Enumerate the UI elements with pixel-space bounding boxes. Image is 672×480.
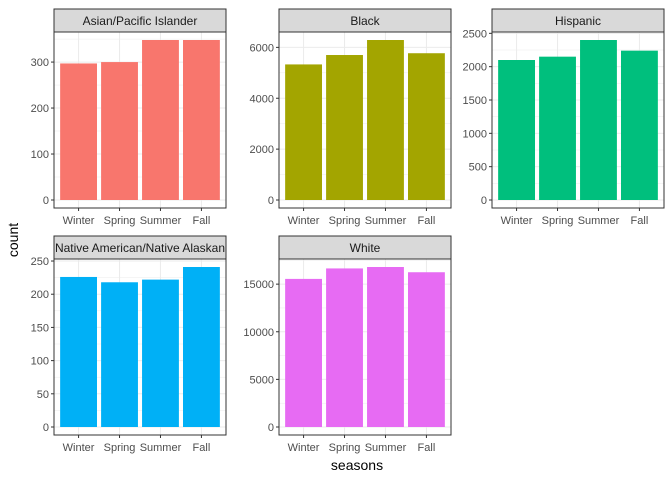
- y-tick-label: 500: [469, 162, 487, 174]
- bar: [142, 279, 179, 427]
- x-tick-label: Summer: [365, 442, 407, 454]
- bar: [498, 60, 535, 200]
- bar: [326, 268, 363, 427]
- bar: [539, 56, 576, 200]
- facet-strip-label: Asian/Pacific Islander: [83, 14, 198, 28]
- bar: [408, 53, 445, 201]
- x-axis-title: seasons: [331, 457, 383, 473]
- panel-border: [491, 31, 665, 209]
- y-tick-label: 2000: [250, 144, 274, 156]
- x-tick-label: Spring: [329, 442, 361, 454]
- bar: [183, 40, 220, 200]
- facet-panel: White 0 5000 10000 15000 Winter Spring Summer Fa…: [243, 235, 452, 454]
- y-tick-label: 200: [31, 289, 49, 301]
- facet-panel: Asian/Pacific Islander 0 100 200 300 Winter Sp…: [31, 8, 227, 227]
- bar: [101, 62, 138, 200]
- y-tick-label: 10000: [243, 327, 274, 339]
- facet-panel: Native American/Native Alaskan 0 50 100 150 2…: [31, 235, 227, 454]
- facet-strip-label: Black: [350, 14, 380, 28]
- x-tick-label: Summer: [365, 215, 407, 227]
- bar: [60, 276, 97, 427]
- bar: [408, 272, 445, 427]
- y-tick-label: 0: [268, 195, 274, 207]
- bar: [285, 64, 322, 201]
- y-tick-label: 1500: [463, 95, 487, 107]
- x-tick-label: Fall: [418, 442, 436, 454]
- x-tick-label: Fall: [193, 442, 211, 454]
- y-tick-label: 1000: [463, 128, 487, 140]
- x-tick-label: Summer: [140, 215, 182, 227]
- x-tick-label: Winter: [63, 215, 95, 227]
- y-tick-label: 0: [268, 422, 274, 434]
- x-tick-label: Spring: [104, 215, 136, 227]
- facet-strip-label: Native American/Native Alaskan: [55, 241, 225, 255]
- y-tick-label: 0: [481, 195, 487, 207]
- panel-border: [278, 31, 452, 209]
- y-tick-label: 200: [31, 103, 49, 115]
- x-tick-label: Winter: [501, 215, 533, 227]
- bar: [621, 50, 658, 200]
- panel-border: [53, 258, 227, 436]
- y-tick-label: 100: [31, 356, 49, 368]
- y-tick-label: 4000: [250, 93, 274, 105]
- facet-strip-label: Hispanic: [555, 14, 601, 28]
- x-tick-label: Winter: [288, 442, 320, 454]
- y-axis-title: count: [5, 223, 21, 257]
- x-tick-label: Winter: [288, 215, 320, 227]
- bar: [580, 40, 617, 200]
- y-tick-label: 0: [43, 195, 49, 207]
- y-tick-label: 50: [37, 389, 49, 401]
- y-tick-label: 5000: [250, 374, 274, 386]
- y-tick-label: 300: [31, 57, 49, 69]
- bar: [183, 267, 220, 427]
- y-tick-label: 150: [31, 322, 49, 334]
- facet-panel: Hispanic 0 500 1000 1500 2000 2500 Winter Spring…: [463, 8, 665, 227]
- panel-border: [278, 258, 452, 436]
- panel-border: [53, 31, 227, 209]
- y-tick-label: 250: [31, 256, 49, 268]
- bar: [101, 282, 138, 427]
- facet-strip-label: White: [350, 241, 381, 255]
- x-tick-label: Summer: [140, 442, 182, 454]
- x-tick-label: Fall: [418, 215, 436, 227]
- facet-panel: Black 0 2000 4000 6000 Winter Spring Summer Fall: [250, 8, 452, 227]
- bar: [326, 55, 363, 200]
- x-tick-label: Fall: [631, 215, 649, 227]
- bar: [285, 278, 322, 427]
- x-tick-label: Fall: [193, 215, 211, 227]
- bar: [367, 40, 404, 200]
- x-tick-label: Spring: [329, 215, 361, 227]
- y-tick-label: 0: [43, 422, 49, 434]
- x-tick-label: Spring: [104, 442, 136, 454]
- y-tick-label: 2000: [463, 62, 487, 74]
- x-tick-label: Spring: [542, 215, 574, 227]
- y-tick-label: 15000: [243, 279, 274, 291]
- bar: [367, 267, 404, 427]
- bar: [142, 40, 179, 200]
- y-tick-label: 100: [31, 149, 49, 161]
- x-tick-label: Summer: [578, 215, 620, 227]
- y-tick-label: 6000: [250, 42, 274, 54]
- x-tick-label: Winter: [63, 442, 95, 454]
- bar: [60, 63, 97, 201]
- y-tick-label: 2500: [463, 28, 487, 40]
